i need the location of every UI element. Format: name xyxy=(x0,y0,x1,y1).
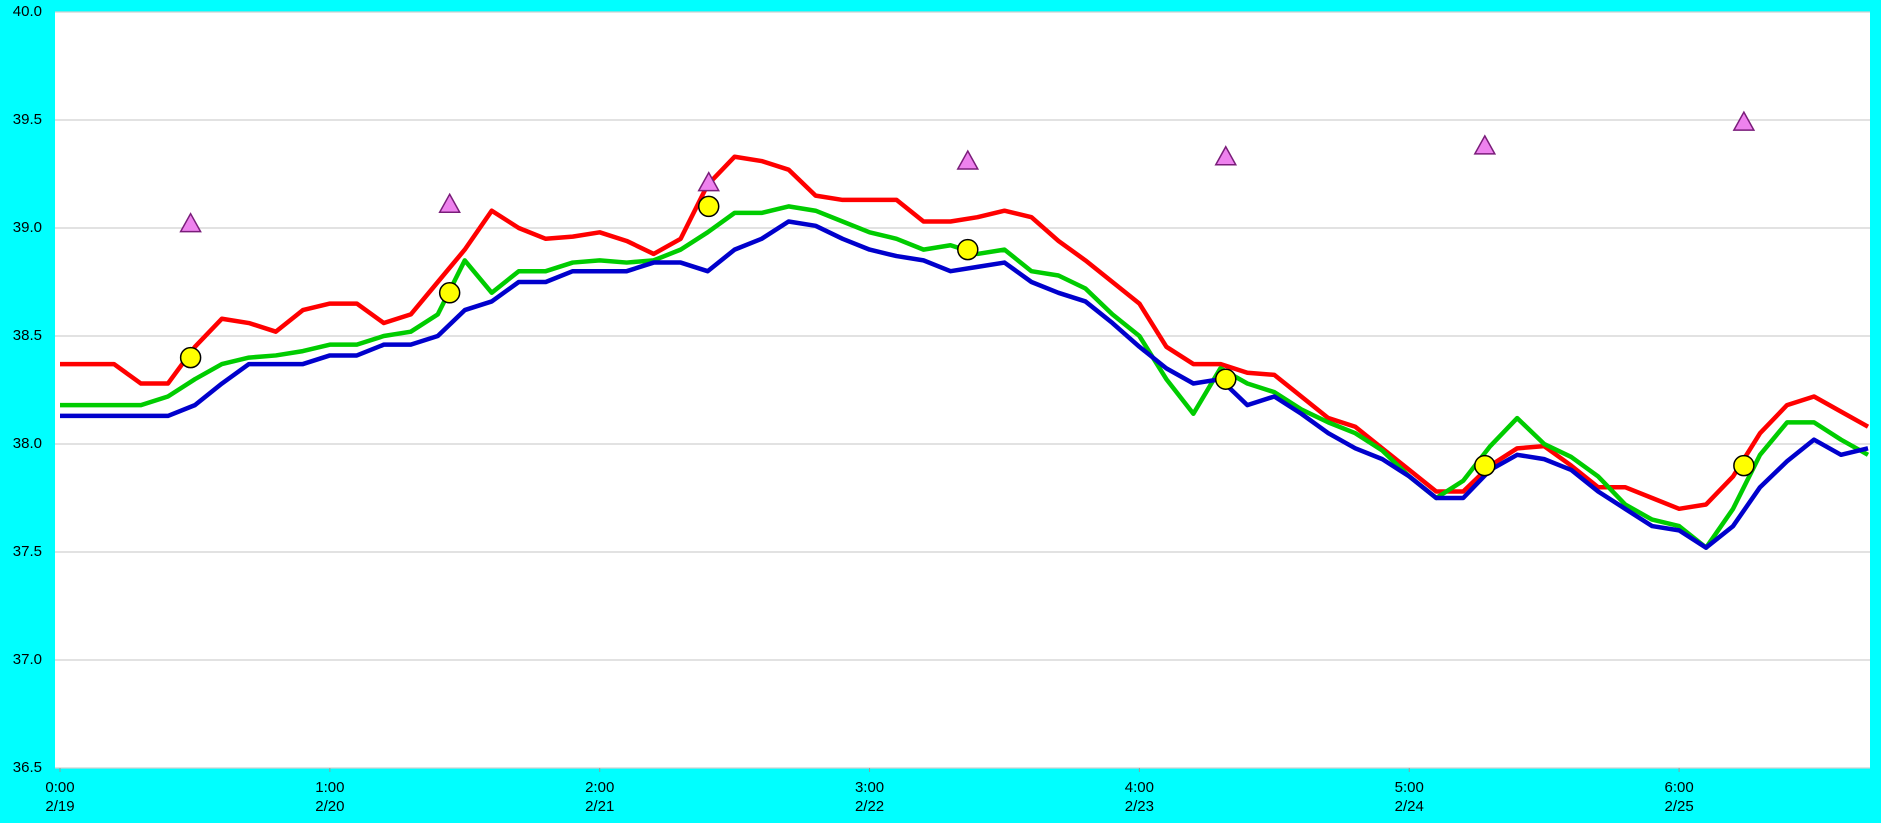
marker-triangle xyxy=(697,171,720,192)
marker-circle xyxy=(438,282,461,304)
x-tick-date: 2/23 xyxy=(1125,798,1154,815)
y-tick-label: 36.5 xyxy=(13,759,42,776)
x-tick-date: 2/20 xyxy=(315,798,344,815)
x-tick-label: 6:00 xyxy=(1665,779,1694,796)
marker-circle xyxy=(1215,368,1237,390)
y-tick-label: 40.0 xyxy=(13,3,42,20)
x-tick-label: 5:00 xyxy=(1395,779,1424,796)
x-tick-date: 2/25 xyxy=(1665,798,1694,815)
marker-triangle xyxy=(1473,134,1497,155)
marker-triangle xyxy=(1732,110,1756,131)
marker-circle xyxy=(1733,454,1755,477)
y-tick-label: 37.5 xyxy=(13,543,42,560)
x-tick-label: 1:00 xyxy=(315,779,344,796)
x-tick-date: 2/19 xyxy=(45,798,74,815)
marker-triangle xyxy=(438,192,461,213)
x-tick-label: 4:00 xyxy=(1125,779,1154,796)
marker-circle xyxy=(1474,454,1496,477)
marker-circle xyxy=(697,195,720,218)
series-line xyxy=(60,219,1869,550)
marker-circle xyxy=(957,238,979,261)
x-tick-date: 2/21 xyxy=(585,798,614,815)
series-line xyxy=(60,154,1870,512)
marker-triangle xyxy=(956,149,980,170)
y-tick-label: 39.0 xyxy=(13,219,42,236)
x-tick-label: 2:00 xyxy=(585,779,614,796)
y-tick-label: 39.5 xyxy=(13,111,42,128)
x-tick-date: 2/22 xyxy=(855,798,884,815)
y-tick-label: 38.0 xyxy=(13,435,42,452)
marker-triangle xyxy=(1214,145,1238,166)
marker-triangle xyxy=(179,212,202,233)
y-tick-label: 37.0 xyxy=(13,651,42,668)
y-tick-label: 38.5 xyxy=(13,327,42,344)
x-tick-label: 0:00 xyxy=(45,779,74,796)
x-tick-date: 2/24 xyxy=(1395,798,1424,815)
marker-circle xyxy=(179,346,202,369)
x-tick-label: 3:00 xyxy=(855,779,884,796)
plot-area xyxy=(55,12,1870,768)
